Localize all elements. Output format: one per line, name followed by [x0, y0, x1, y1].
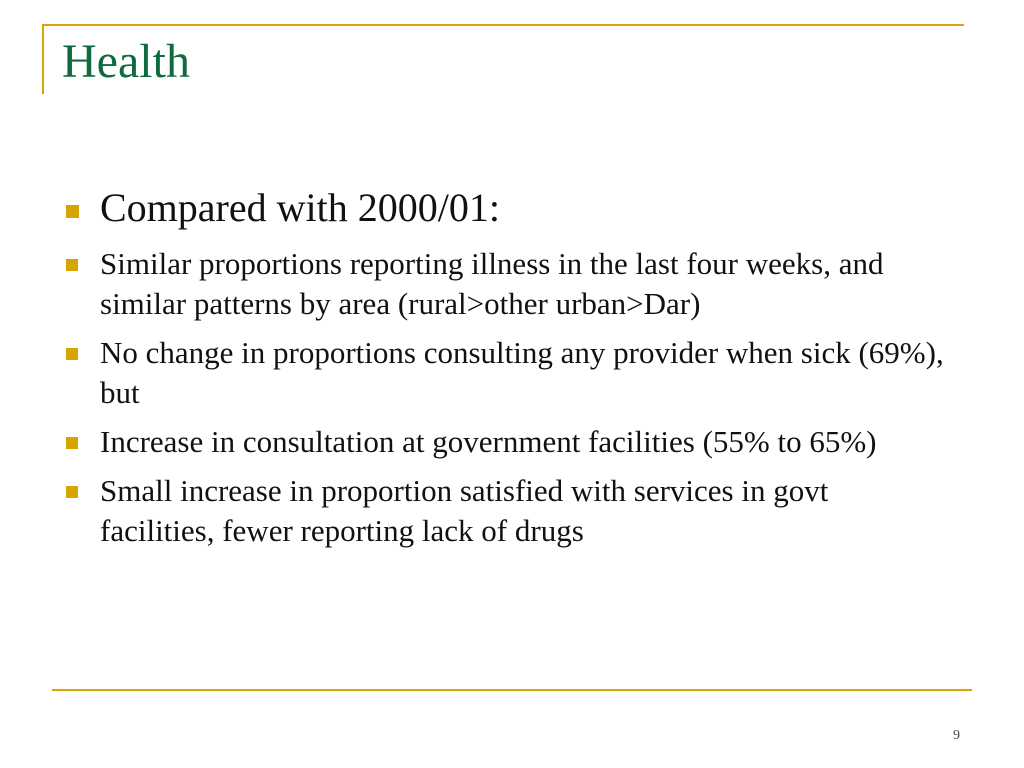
- square-bullet-icon: [66, 205, 79, 218]
- page-number: 9: [953, 728, 960, 743]
- bottom-divider: [52, 689, 972, 691]
- square-bullet-icon: [66, 486, 78, 498]
- bullet-list: Compared with 2000/01: Similar proportio…: [64, 184, 944, 560]
- left-divider: [42, 24, 44, 94]
- bullet-item: Similar proportions reporting illness in…: [64, 244, 944, 324]
- bullet-item: No change in proportions consulting any …: [64, 333, 944, 413]
- top-divider: [42, 24, 964, 26]
- bullet-item: Compared with 2000/01:: [64, 184, 944, 232]
- slide-title: Health: [62, 35, 190, 88]
- bullet-text: Similar proportions reporting illness in…: [100, 246, 884, 321]
- bullet-item: Increase in consultation at government f…: [64, 422, 944, 462]
- square-bullet-icon: [66, 437, 78, 449]
- square-bullet-icon: [66, 348, 78, 360]
- square-bullet-icon: [66, 259, 78, 271]
- bullet-text: Compared with 2000/01:: [100, 185, 500, 230]
- bullet-text: No change in proportions consulting any …: [100, 335, 944, 410]
- bullet-text: Increase in consultation at government f…: [100, 424, 877, 459]
- bullet-item: Small increase in proportion satisfied w…: [64, 471, 944, 551]
- bullet-text: Small increase in proportion satisfied w…: [100, 473, 829, 548]
